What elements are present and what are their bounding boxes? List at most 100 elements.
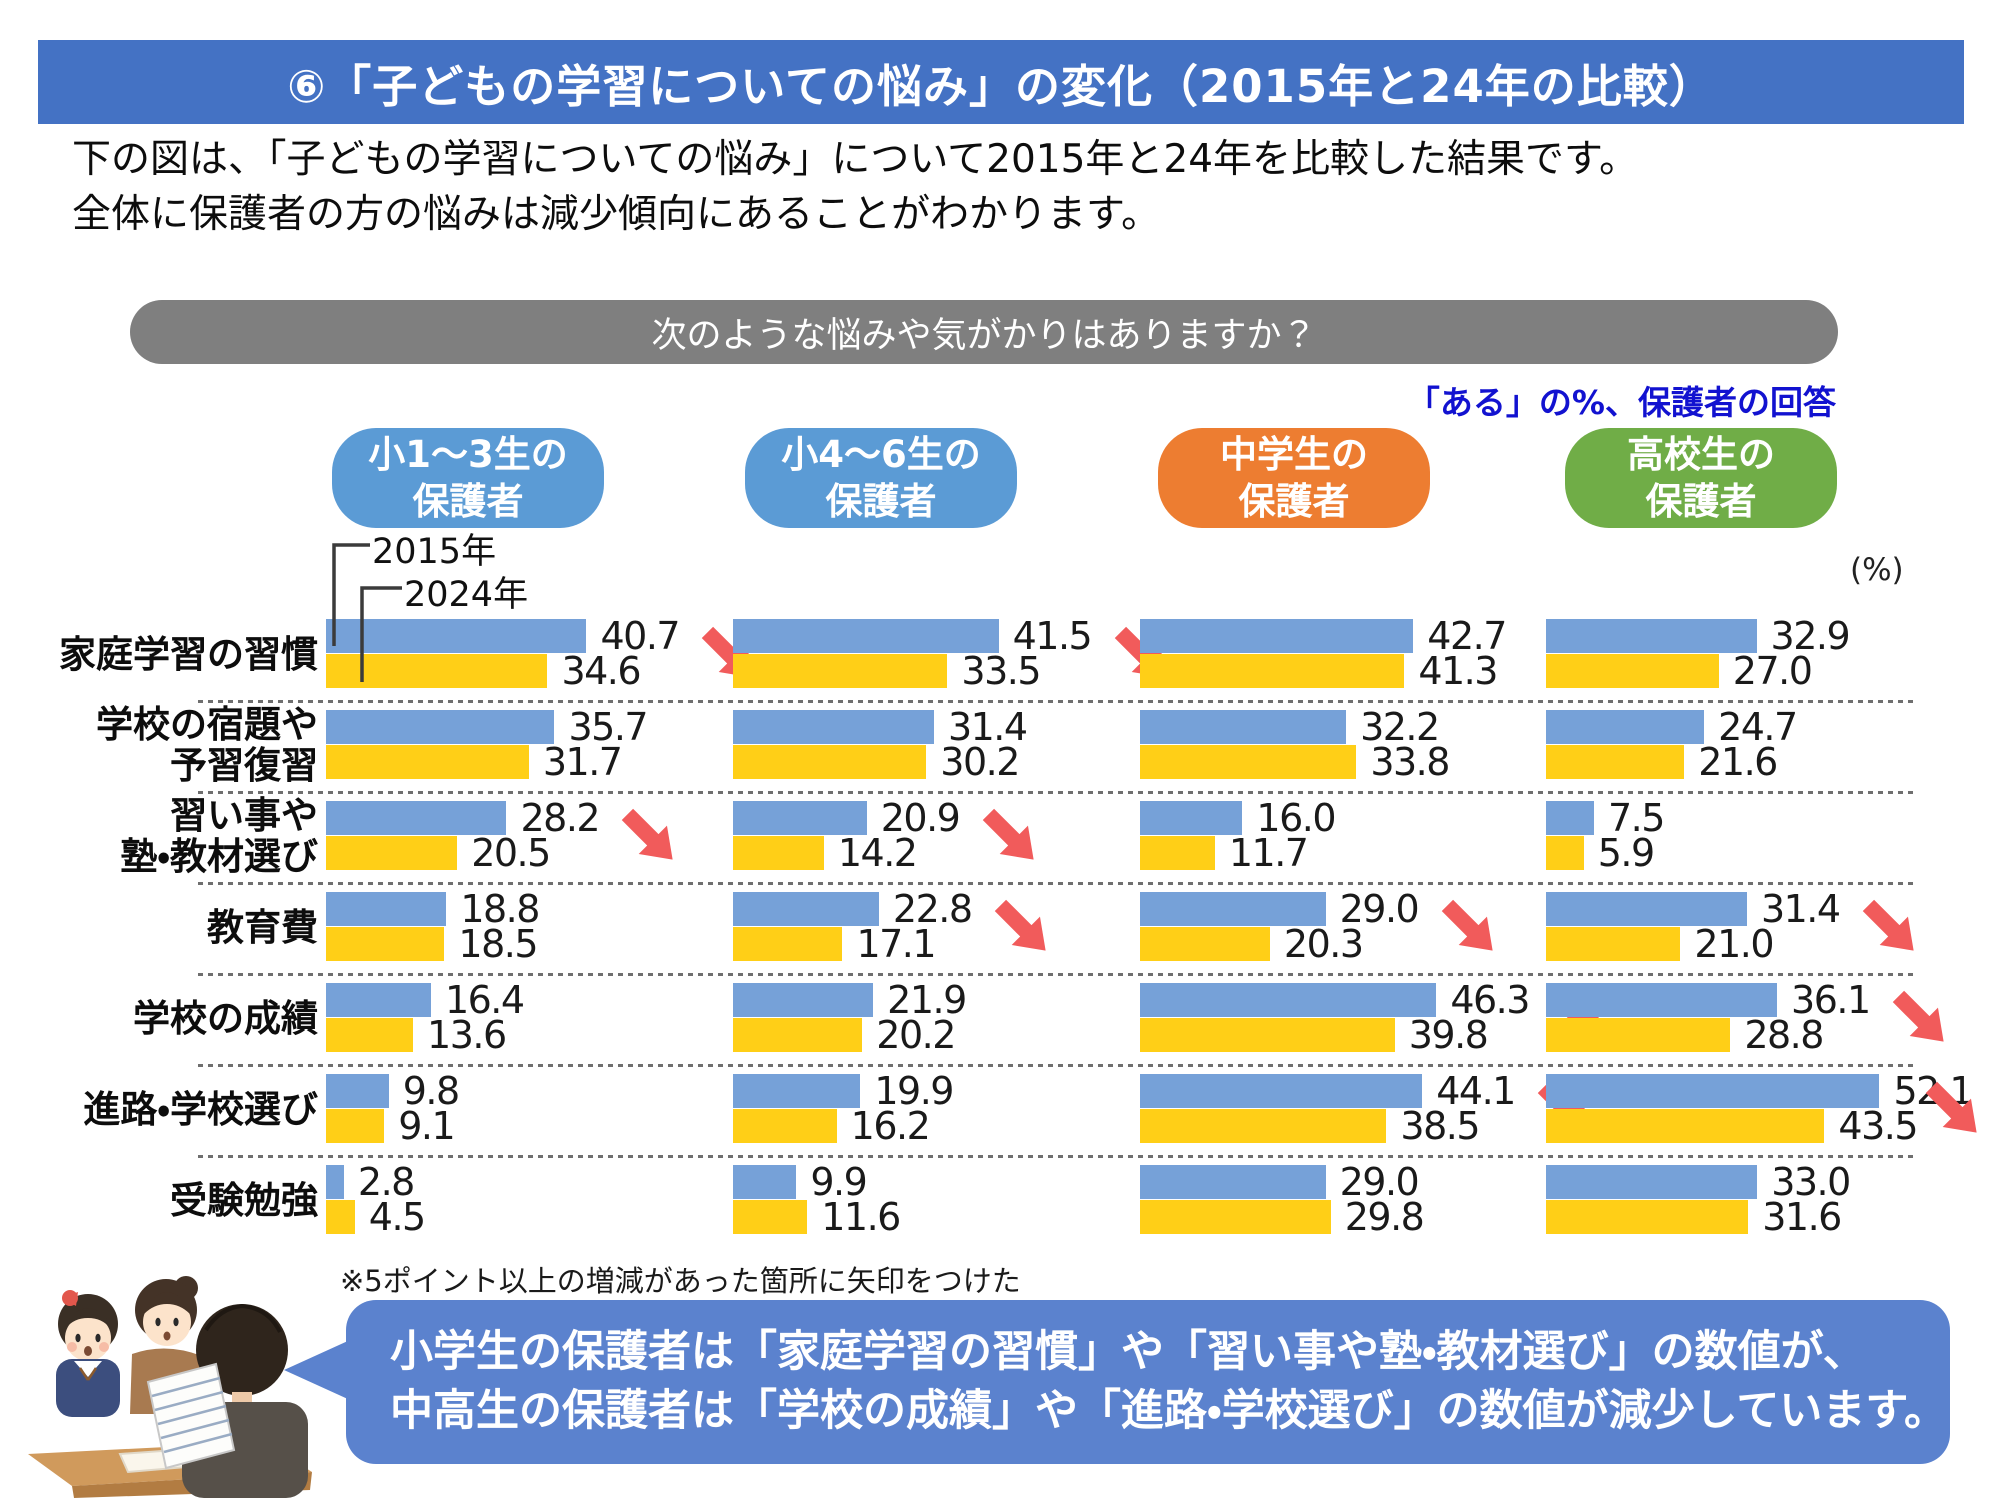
category-label: 教育費 xyxy=(40,892,318,962)
group-header-pill: 小4～6生の 保護者 xyxy=(745,428,1017,528)
bar-2024 xyxy=(1140,654,1405,688)
bar-2015 xyxy=(1546,1165,1758,1199)
value-2024: 21.0 xyxy=(1694,922,1774,966)
bar-2015 xyxy=(1546,983,1778,1017)
bar-2024 xyxy=(1140,1109,1387,1143)
bar-2024 xyxy=(326,1018,414,1052)
bar-2015 xyxy=(733,710,934,744)
value-2024: 28.8 xyxy=(1744,1013,1824,1057)
bar-2015 xyxy=(1140,619,1414,653)
category-label-line: 予習復習 xyxy=(170,744,318,787)
value-2024: 33.8 xyxy=(1370,740,1450,784)
value-2015: 44.1 xyxy=(1436,1069,1516,1113)
bar-2024 xyxy=(1140,927,1270,961)
value-2015: 33.0 xyxy=(1771,1160,1851,1204)
value-2024: 21.6 xyxy=(1698,740,1778,784)
bar-2015 xyxy=(326,983,431,1017)
bar-2024 xyxy=(733,927,843,961)
value-2024: 14.2 xyxy=(837,831,918,875)
decrease-arrow-icon xyxy=(973,799,1049,875)
bar-2015 xyxy=(1140,983,1437,1017)
bar-2015 xyxy=(326,892,447,926)
percent-unit-label: (%) xyxy=(1850,552,1904,588)
bar-2015 xyxy=(326,1165,344,1199)
bar-2024 xyxy=(326,836,458,870)
value-2024: 43.5 xyxy=(1838,1104,1918,1148)
bar-2024 xyxy=(326,927,445,961)
group-header-pill: 中学生の 保護者 xyxy=(1158,428,1430,528)
value-2015: 24.7 xyxy=(1718,705,1798,749)
bubble-line-1: 小学生の保護者は「家庭学習の習慣」や「習い事や塾・教材選び」の数値が、 xyxy=(390,1326,1866,1377)
value-2015: 22.8 xyxy=(892,887,973,931)
value-2024: 16.2 xyxy=(850,1104,931,1148)
bar-2024 xyxy=(1140,745,1357,779)
group-header-pill: 小1～3生の 保護者 xyxy=(332,428,604,528)
category-label-line: 受験勉強 xyxy=(170,1178,318,1222)
value-2015: 40.7 xyxy=(600,614,680,658)
bar-2024 xyxy=(326,1200,355,1234)
bar-2024 xyxy=(733,836,824,870)
page-title: ⑥「子どもの学習についての悩み」の変化（2015年と24年の比較） xyxy=(38,40,1964,124)
category-label: 習い事や 塾・教材選び xyxy=(40,795,318,877)
bar-2015 xyxy=(326,619,587,653)
category-label-line: 塾・教材選び xyxy=(120,835,318,878)
category-label-line: 家庭学習の習慣 xyxy=(59,632,318,676)
value-2015: 42.7 xyxy=(1427,614,1507,658)
bar-2024 xyxy=(1140,836,1215,870)
group-header-line: 保護者 xyxy=(412,480,524,523)
value-2015: 32.9 xyxy=(1770,614,1851,658)
value-2024: 4.5 xyxy=(368,1195,426,1239)
value-2015: 9.9 xyxy=(810,1160,867,1204)
value-2015: 2.8 xyxy=(357,1160,415,1204)
value-2024: 20.3 xyxy=(1283,922,1364,966)
bar-2024 xyxy=(1546,836,1584,870)
value-2024: 38.5 xyxy=(1400,1104,1480,1148)
value-2024: 17.1 xyxy=(856,922,936,966)
category-label: 家庭学習の習慣 xyxy=(40,619,318,689)
legend-2015-label: 2015年 xyxy=(372,532,497,572)
survey-question-banner: 次のような悩みや気がかりはありますか？ xyxy=(130,300,1838,364)
value-2024: 39.8 xyxy=(1408,1013,1489,1057)
value-2024: 5.9 xyxy=(1597,831,1655,875)
row-separator xyxy=(198,1064,1918,1067)
group-header-line: 小1～3生の xyxy=(368,433,568,476)
value-2024: 20.5 xyxy=(471,831,551,875)
value-2015: 29.0 xyxy=(1339,1160,1420,1204)
row-separator xyxy=(198,882,1918,885)
decrease-arrow-icon xyxy=(1883,981,1959,1057)
bar-2015 xyxy=(733,892,879,926)
legend-2024-label: 2024年 xyxy=(404,575,529,615)
value-2015: 46.3 xyxy=(1450,978,1530,1022)
value-2015: 31.4 xyxy=(1760,887,1841,931)
group-header-pill: 高校生の 保護者 xyxy=(1565,428,1837,528)
decrease-arrow-icon xyxy=(1916,1072,1992,1148)
row-separator xyxy=(198,973,1918,976)
value-2024: 11.7 xyxy=(1228,831,1309,875)
bar-2015 xyxy=(1140,710,1347,744)
value-2015: 9.8 xyxy=(402,1069,460,1113)
value-2015: 41.5 xyxy=(1012,614,1093,658)
category-label-line: 進路・学校選び xyxy=(83,1087,318,1131)
bar-2015 xyxy=(1546,619,1757,653)
value-2024: 20.2 xyxy=(876,1013,956,1057)
intro-line-1: 下の図は、「子どもの学習についての悩み」について2015年と24年を比較した結果… xyxy=(72,137,1639,182)
bar-2015 xyxy=(733,801,867,835)
value-2015: 35.7 xyxy=(568,705,648,749)
bar-2024 xyxy=(1546,1109,1825,1143)
value-2024: 11.6 xyxy=(821,1195,901,1239)
bar-2015 xyxy=(733,1074,861,1108)
value-2024: 9.1 xyxy=(398,1104,455,1148)
bar-2024 xyxy=(326,745,529,779)
category-label-line: 教育費 xyxy=(207,905,318,949)
bar-2015 xyxy=(1546,801,1594,835)
bar-2015 xyxy=(1140,1074,1423,1108)
value-2015: 18.8 xyxy=(460,887,540,931)
arrow-footnote: ※5ポイント以上の増減があった箇所に矢印をつけた xyxy=(340,1264,1021,1298)
bubble-line-2: 中高生の保護者は「学校の成績」や「進路・学校選び」の数値が減少しています。 xyxy=(390,1386,1948,1436)
value-2024: 34.6 xyxy=(561,649,641,693)
category-label: 学校の宿題や 予習復習 xyxy=(40,704,318,786)
row-separator xyxy=(198,1155,1918,1158)
value-2015: 19.9 xyxy=(874,1069,954,1113)
bar-2015 xyxy=(326,1074,389,1108)
